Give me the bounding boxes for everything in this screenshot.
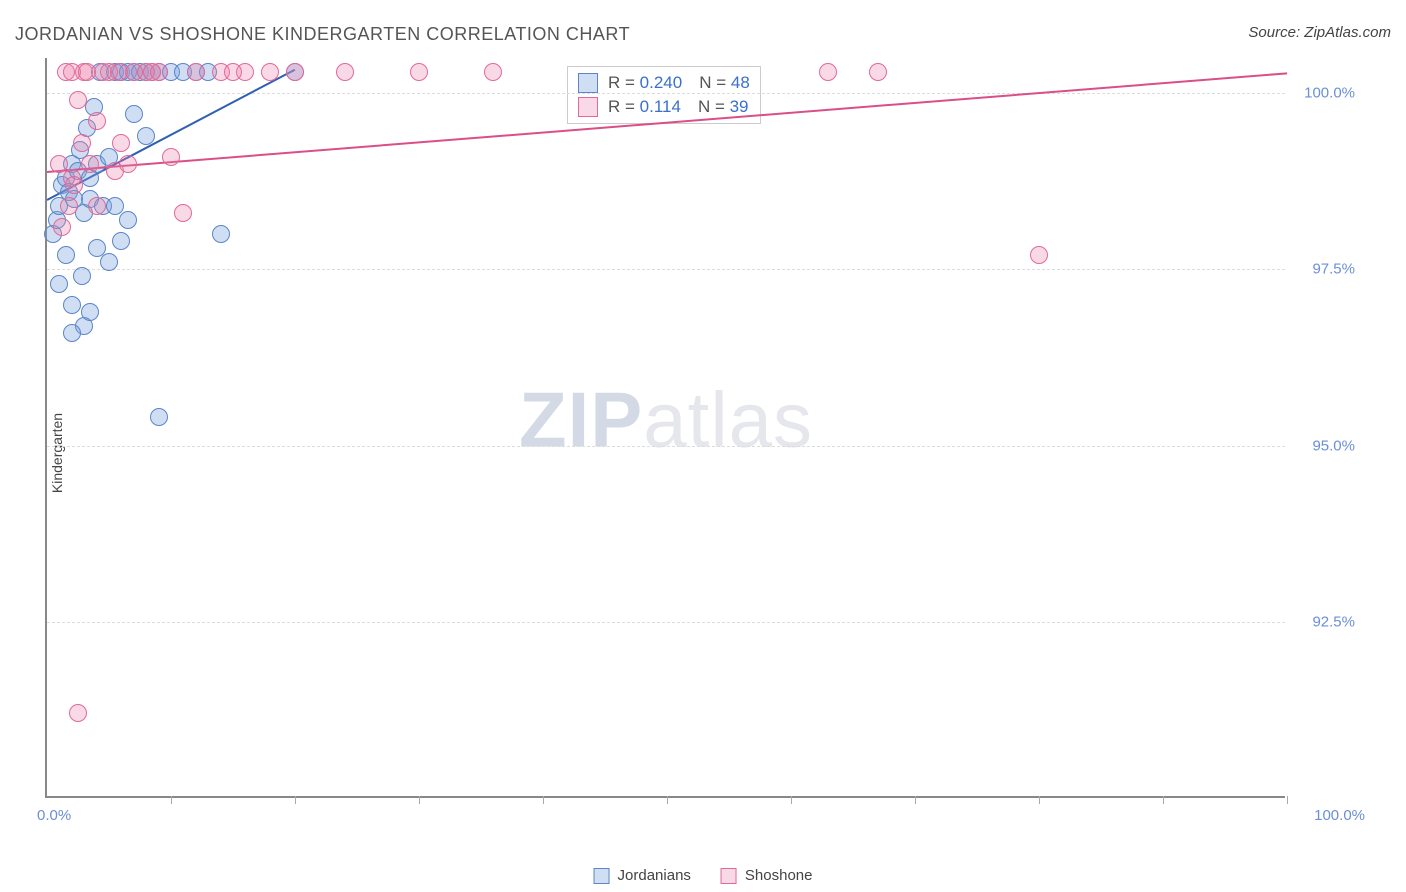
x-tick bbox=[295, 796, 296, 804]
x-tick bbox=[791, 796, 792, 804]
data-point bbox=[869, 63, 887, 81]
legend-text: R = 0.114 N = 39 bbox=[608, 97, 749, 117]
x-axis-max-label: 100.0% bbox=[1314, 807, 1365, 824]
legend-row: R = 0.114 N = 39 bbox=[578, 95, 750, 119]
legend-label: Jordanians bbox=[618, 867, 691, 884]
data-point bbox=[50, 275, 68, 293]
data-point bbox=[143, 63, 161, 81]
legend-text: R = 0.240 N = 48 bbox=[608, 73, 750, 93]
data-point bbox=[137, 127, 155, 145]
data-point bbox=[65, 176, 83, 194]
x-tick bbox=[543, 796, 544, 804]
data-point bbox=[119, 211, 137, 229]
data-point bbox=[212, 225, 230, 243]
source-name: ZipAtlas.com bbox=[1304, 24, 1391, 41]
x-axis-min-label: 0.0% bbox=[37, 807, 71, 824]
data-point bbox=[53, 218, 71, 236]
legend-item: Shoshone bbox=[721, 867, 813, 884]
legend-row: R = 0.240 N = 48 bbox=[578, 71, 750, 95]
data-point bbox=[81, 155, 99, 173]
data-point bbox=[57, 246, 75, 264]
data-point bbox=[174, 204, 192, 222]
grid-line bbox=[47, 446, 1285, 447]
watermark-strong: ZIP bbox=[519, 375, 643, 463]
y-tick-label: 100.0% bbox=[1304, 85, 1355, 102]
data-point bbox=[261, 63, 279, 81]
data-point bbox=[336, 63, 354, 81]
data-point bbox=[162, 148, 180, 166]
x-tick bbox=[1039, 796, 1040, 804]
series-legend: Jordanians Shoshone bbox=[594, 867, 813, 884]
chart-container: Kindergarten ZIPatlas R = 0.240 N = 48R … bbox=[45, 58, 1385, 848]
grid-line bbox=[47, 622, 1285, 623]
data-point bbox=[63, 296, 81, 314]
x-tick bbox=[667, 796, 668, 804]
data-point bbox=[125, 105, 143, 123]
plot-area: ZIPatlas R = 0.240 N = 48 R = 0.114 N = 3… bbox=[45, 58, 1285, 798]
legend-label: Shoshone bbox=[745, 867, 813, 884]
legend-item: Jordanians bbox=[594, 867, 691, 884]
data-point bbox=[63, 324, 81, 342]
data-point bbox=[286, 63, 304, 81]
correlation-legend: R = 0.240 N = 48 R = 0.114 N = 39 bbox=[567, 66, 761, 124]
y-tick-label: 95.0% bbox=[1312, 437, 1355, 454]
data-point bbox=[150, 408, 168, 426]
data-point bbox=[60, 197, 78, 215]
x-tick bbox=[1287, 796, 1288, 804]
data-point bbox=[112, 232, 130, 250]
data-point bbox=[224, 63, 242, 81]
x-tick bbox=[915, 796, 916, 804]
data-point bbox=[1030, 246, 1048, 264]
data-point bbox=[112, 134, 130, 152]
legend-swatch bbox=[594, 868, 610, 884]
data-point bbox=[78, 63, 96, 81]
legend-swatch bbox=[721, 868, 737, 884]
data-point bbox=[69, 91, 87, 109]
source-prefix: Source: bbox=[1248, 24, 1304, 41]
x-tick bbox=[419, 796, 420, 804]
legend-swatch bbox=[578, 73, 598, 93]
data-point bbox=[410, 63, 428, 81]
data-point bbox=[119, 155, 137, 173]
chart-title: JORDANIAN VS SHOSHONE KINDERGARTEN CORRE… bbox=[15, 24, 630, 45]
data-point bbox=[81, 303, 99, 321]
y-tick-label: 97.5% bbox=[1312, 261, 1355, 278]
watermark-light: atlas bbox=[643, 375, 813, 463]
data-point bbox=[110, 63, 128, 81]
data-point bbox=[73, 134, 91, 152]
grid-line bbox=[47, 269, 1285, 270]
legend-swatch bbox=[578, 97, 598, 117]
watermark: ZIPatlas bbox=[519, 374, 813, 465]
data-point bbox=[88, 197, 106, 215]
data-point bbox=[100, 253, 118, 271]
x-tick bbox=[1163, 796, 1164, 804]
x-tick bbox=[171, 796, 172, 804]
source-attribution: Source: ZipAtlas.com bbox=[1248, 24, 1391, 41]
data-point bbox=[88, 239, 106, 257]
data-point bbox=[484, 63, 502, 81]
data-point bbox=[88, 112, 106, 130]
data-point bbox=[187, 63, 205, 81]
y-tick-label: 92.5% bbox=[1312, 613, 1355, 630]
data-point bbox=[819, 63, 837, 81]
data-point bbox=[73, 267, 91, 285]
grid-line bbox=[47, 93, 1285, 94]
data-point bbox=[69, 704, 87, 722]
